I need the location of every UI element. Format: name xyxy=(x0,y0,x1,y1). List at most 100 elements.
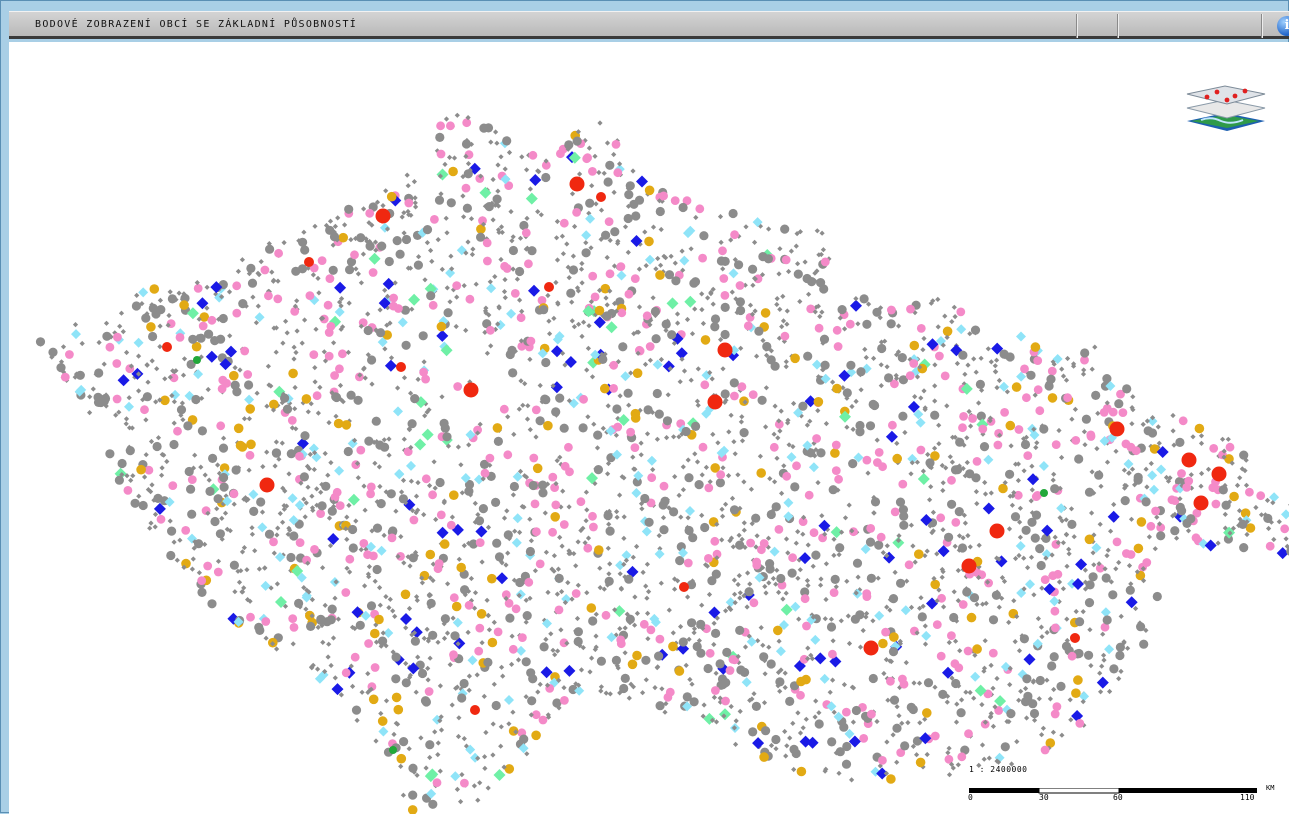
municipality-point xyxy=(925,458,935,468)
municipality-point xyxy=(1050,477,1056,483)
municipality-point xyxy=(955,567,961,574)
municipality-point xyxy=(585,213,596,224)
municipality-point xyxy=(734,309,740,316)
municipality-point xyxy=(401,375,408,381)
municipality-point xyxy=(863,614,869,620)
municipality-point xyxy=(465,294,475,304)
municipality-point xyxy=(783,511,794,522)
municipality-point xyxy=(605,460,612,467)
municipality-point xyxy=(947,454,953,460)
municipality-point xyxy=(524,577,534,587)
municipality-point xyxy=(920,347,926,353)
municipality-point xyxy=(735,540,745,550)
municipality-point xyxy=(1059,518,1065,524)
municipality-point xyxy=(721,678,731,688)
municipality-point xyxy=(552,698,562,708)
municipality-point xyxy=(964,435,970,441)
municipality-point xyxy=(455,733,462,740)
municipality-point xyxy=(236,465,242,471)
municipality-point xyxy=(476,232,486,242)
municipality-point xyxy=(540,394,550,404)
municipality-point xyxy=(288,614,298,623)
municipality-point xyxy=(342,222,348,228)
municipality-point xyxy=(169,439,179,450)
municipality-point xyxy=(545,589,551,595)
municipality-point xyxy=(862,319,872,329)
municipality-point xyxy=(622,224,629,230)
municipality-point xyxy=(409,306,415,312)
municipality-point xyxy=(113,332,122,342)
municipality-point xyxy=(763,424,769,430)
municipality-point xyxy=(123,421,129,427)
municipality-point xyxy=(630,454,636,460)
municipality-point xyxy=(939,574,945,580)
municipality-point xyxy=(1143,466,1149,472)
municipality-point xyxy=(644,517,654,527)
municipality-point xyxy=(709,376,715,382)
municipality-point xyxy=(780,293,786,299)
municipality-point xyxy=(807,277,817,287)
municipality-point xyxy=(229,370,239,381)
municipality-point xyxy=(1140,566,1146,572)
map-layers-icon[interactable] xyxy=(1179,77,1271,139)
map-view[interactable]: 1 : 2400000 0 30 60 110 KM xyxy=(9,42,1289,814)
municipality-point xyxy=(607,561,613,567)
municipality-point xyxy=(900,605,911,616)
municipality-point-map[interactable] xyxy=(9,42,1289,814)
municipality-point xyxy=(613,605,626,618)
municipality-point xyxy=(485,524,492,530)
municipality-point xyxy=(309,493,315,499)
municipality-point xyxy=(668,253,674,259)
municipality-point xyxy=(757,395,767,405)
municipality-point xyxy=(72,374,78,380)
municipality-point xyxy=(885,430,898,443)
municipality-point xyxy=(487,637,498,648)
municipality-point xyxy=(1186,514,1196,524)
municipality-point xyxy=(486,627,492,633)
municipality-point xyxy=(239,257,245,263)
municipality-point xyxy=(619,683,629,694)
municipality-point xyxy=(440,344,453,357)
municipality-point xyxy=(640,690,646,696)
municipality-point xyxy=(265,244,275,254)
municipality-point xyxy=(484,597,490,603)
municipality-point xyxy=(174,557,180,563)
municipality-point xyxy=(473,425,482,435)
municipality-point xyxy=(1016,371,1027,382)
municipality-point xyxy=(743,224,749,230)
municipality-point xyxy=(628,681,634,687)
municipality-point xyxy=(430,561,436,567)
municipality-point xyxy=(646,455,657,466)
municipality-point xyxy=(434,148,440,154)
municipality-point xyxy=(1156,446,1169,458)
municipality-point xyxy=(585,345,591,351)
municipality-point xyxy=(747,581,753,587)
municipality-point xyxy=(916,324,926,333)
info-icon[interactable]: i xyxy=(1277,16,1289,36)
municipality-point xyxy=(531,710,541,720)
municipality-point xyxy=(1098,483,1104,489)
municipality-point xyxy=(940,371,950,381)
municipality-point xyxy=(1041,549,1052,560)
municipality-point xyxy=(328,662,334,669)
municipality-point xyxy=(1060,540,1066,546)
municipality-point xyxy=(1152,591,1162,602)
municipality-point xyxy=(467,655,478,666)
municipality-point xyxy=(742,399,748,405)
municipality-point xyxy=(569,596,575,602)
municipality-point xyxy=(399,489,405,495)
municipality-point xyxy=(580,525,586,531)
municipality-point xyxy=(256,497,266,507)
municipality-point xyxy=(408,478,414,484)
municipality-point xyxy=(636,266,642,272)
municipality-point xyxy=(650,306,661,317)
municipality-point xyxy=(1280,524,1289,534)
municipality-point xyxy=(250,294,256,300)
municipality-point xyxy=(1063,517,1069,523)
title-bar-separator xyxy=(1117,14,1118,38)
municipality-point xyxy=(657,546,663,552)
municipality-point xyxy=(934,551,940,557)
municipality-point xyxy=(699,291,705,297)
municipality-point xyxy=(723,501,729,507)
